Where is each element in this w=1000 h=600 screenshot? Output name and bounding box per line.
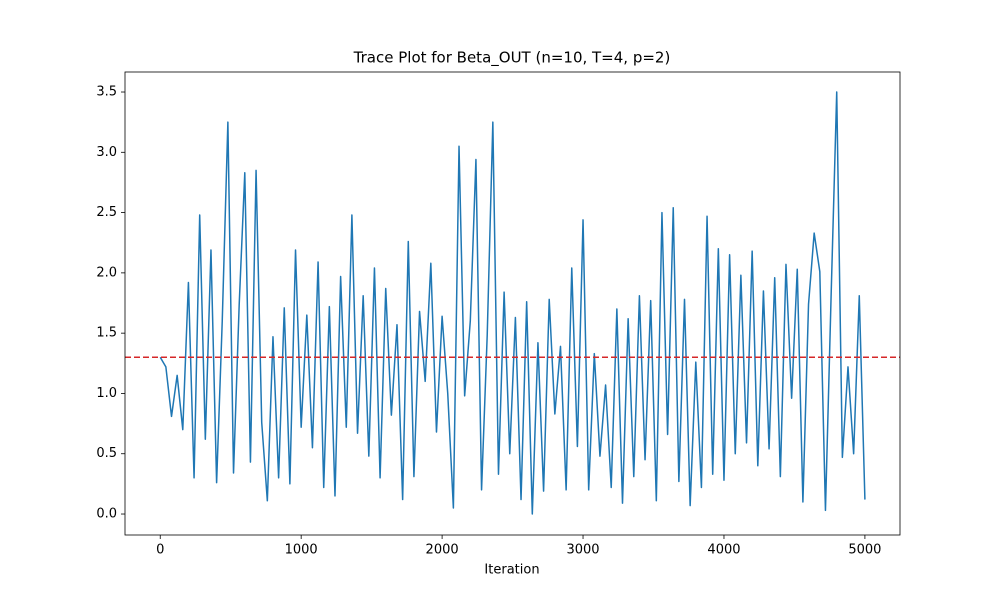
x-tick-label: 3000: [566, 543, 599, 558]
x-tick-label: 1000: [285, 543, 318, 558]
y-tick-label: 2.0: [96, 265, 117, 280]
trace-line: [159, 91, 866, 515]
y-tick-label: 1.5: [96, 326, 117, 341]
x-tick-label: 4000: [707, 543, 740, 558]
x-tick-label: 2000: [426, 543, 459, 558]
y-tick-label: 2.5: [96, 205, 117, 220]
y-tick-label: 3.5: [96, 85, 117, 100]
x-axis-label: Iteration: [484, 563, 539, 578]
x-tick-label: 5000: [848, 543, 881, 558]
y-tick-label: 0.5: [96, 446, 117, 461]
chart-title: Trace Plot for Beta_OUT (n=10, T=4, p=2): [353, 49, 671, 68]
plot-frame: [124, 71, 901, 536]
y-tick-label: 3.0: [96, 145, 117, 160]
y-tick-label: 0.0: [96, 507, 117, 522]
x-tick-label: 0: [156, 543, 164, 558]
y-tick-label: 1.0: [96, 386, 117, 401]
